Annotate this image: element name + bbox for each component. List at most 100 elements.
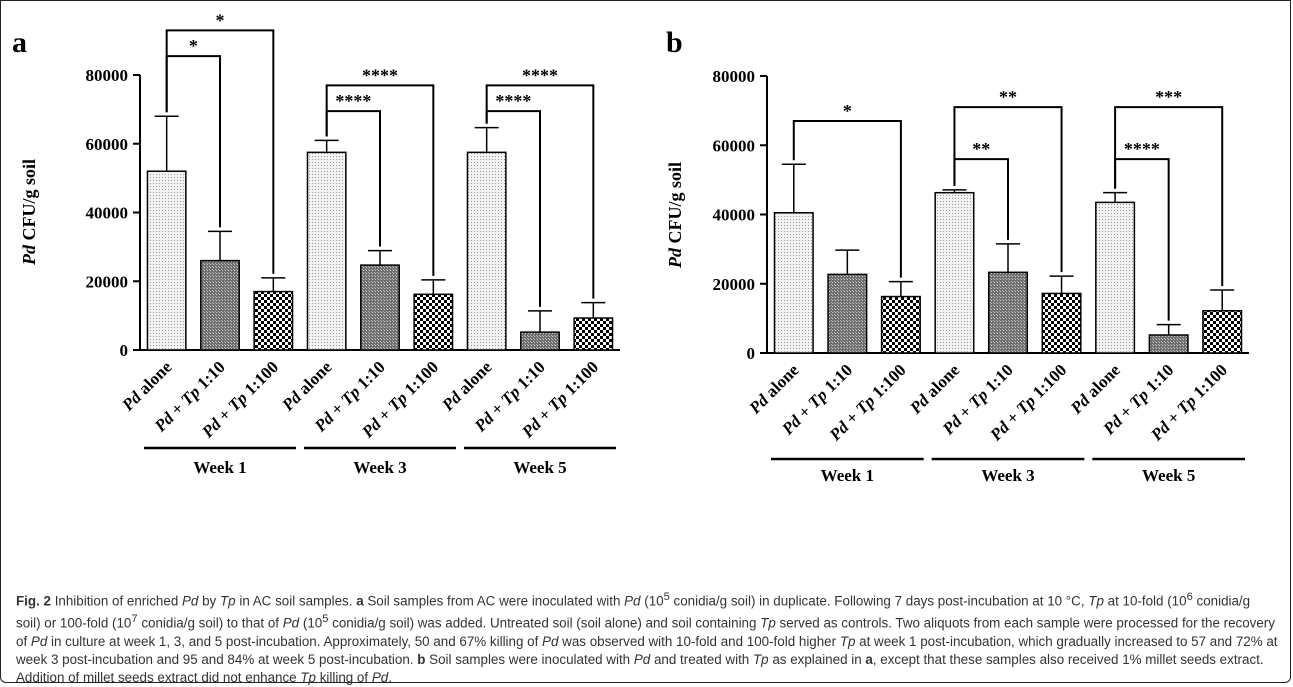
y-axis-label: Pd CFU/g soil xyxy=(665,162,685,269)
caption-sup: 5 xyxy=(322,613,329,626)
significance-bracket xyxy=(325,84,435,276)
caption-italic: Pd xyxy=(633,651,651,667)
caption-text: . xyxy=(388,669,392,685)
bar xyxy=(1041,292,1082,354)
caption-text: conidia/g soil) in duplicate. Following … xyxy=(669,593,1089,609)
panel-label: b xyxy=(666,26,683,59)
caption-panel-ref: a xyxy=(865,651,873,667)
caption-text: in culture at week 1, 3, and 5 post-incu… xyxy=(47,633,543,649)
significance-label: * xyxy=(189,36,198,56)
group-label: Week 5 xyxy=(1142,466,1195,485)
caption-text: as explained in xyxy=(768,651,866,667)
significance-label: * xyxy=(216,10,225,30)
caption-italic: Tp xyxy=(752,651,769,667)
bar xyxy=(253,290,294,351)
significance-bracket xyxy=(485,84,595,299)
caption-italic: Pd xyxy=(282,615,300,631)
bar xyxy=(466,151,507,351)
caption-sup: 5 xyxy=(663,591,670,603)
caption-italic: Pd xyxy=(542,633,559,649)
group-label: Week 1 xyxy=(193,458,246,477)
caption-text: was observed with 10-fold and 100-fold h… xyxy=(558,633,840,649)
bar xyxy=(573,317,614,351)
group-label: Week 3 xyxy=(353,458,406,477)
significance-label: * xyxy=(843,101,852,121)
bar xyxy=(934,191,975,354)
significance-label: **** xyxy=(495,91,531,111)
caption-text: conidia/g soil) was added. Untreated soi… xyxy=(328,615,761,631)
group-label: Week 1 xyxy=(821,466,874,485)
y-tick-label: 0 xyxy=(120,341,129,360)
caption-text: at week 1 post-incubation, which gradual… xyxy=(16,633,1278,667)
bar xyxy=(1202,310,1243,354)
bar xyxy=(413,293,454,351)
caption-italic: Pd xyxy=(624,593,641,609)
caption-text: conidia/g soil) to that of xyxy=(137,615,283,631)
y-tick-label: 80000 xyxy=(713,67,756,86)
y-tick-label: 40000 xyxy=(713,206,756,225)
figure-caption: Fig. 2 Inhibition of enriched Pd by Tp i… xyxy=(16,588,1278,687)
significance-label: *** xyxy=(1155,87,1182,107)
caption-text: Inhibition of enriched xyxy=(50,593,182,609)
y-axis-label: Pd CFU/g soil xyxy=(19,159,39,266)
significance-label: ** xyxy=(999,87,1017,107)
caption-italic: Pd xyxy=(182,593,199,609)
caption-fig-label: Fig. 2 xyxy=(16,593,51,609)
bar xyxy=(987,271,1029,354)
y-tick-label: 20000 xyxy=(713,275,756,294)
y-tick-label: 80000 xyxy=(86,66,129,85)
caption-italic: Pd xyxy=(30,633,48,649)
significance-label: ** xyxy=(972,139,990,159)
caption-text: Soil samples were inoculated with xyxy=(425,651,634,667)
significance-bracket xyxy=(792,120,902,278)
y-tick-label: 20000 xyxy=(86,272,129,291)
caption-text: (10 xyxy=(640,593,664,609)
caption-italic: Tp xyxy=(219,593,236,609)
significance-label: **** xyxy=(1124,139,1160,159)
caption-italic: Tp xyxy=(839,633,856,649)
panel-label: a xyxy=(12,26,27,59)
bar xyxy=(1095,201,1136,354)
group-label: Week 3 xyxy=(981,466,1034,485)
caption-text: conidia/g soil) or 100-fold (10 xyxy=(16,593,1251,631)
y-tick-label: 60000 xyxy=(713,136,756,155)
significance-bracket xyxy=(1114,106,1224,286)
caption-panel-ref: a xyxy=(356,593,364,609)
bar xyxy=(520,331,560,351)
caption-text: killing of xyxy=(316,669,372,685)
caption-text: , except that these samples also receive… xyxy=(16,651,1264,685)
caption-italic: Pd xyxy=(371,669,389,685)
y-tick-label: 60000 xyxy=(86,135,129,154)
significance-label: **** xyxy=(335,91,371,111)
caption-text: (10 xyxy=(299,615,323,631)
bar xyxy=(773,212,814,354)
caption-italic: Tp xyxy=(1088,593,1104,609)
caption-text: in AC soil samples. xyxy=(235,593,357,609)
bar xyxy=(360,264,400,351)
bar xyxy=(880,295,921,354)
significance-bracket xyxy=(165,29,275,274)
bar xyxy=(1148,334,1189,354)
caption-text: by xyxy=(198,593,220,609)
bar xyxy=(827,273,868,354)
caption-text: at 10-fold (10 xyxy=(1103,593,1187,609)
caption-text: and treated with xyxy=(650,651,753,667)
bar xyxy=(306,151,347,351)
significance-label: **** xyxy=(522,65,558,85)
caption-italic: Tp xyxy=(300,669,316,685)
y-tick-label: 40000 xyxy=(86,204,129,223)
significance-label: **** xyxy=(362,65,398,85)
caption-text: served as controls. Two aliquots from ea… xyxy=(16,615,1275,649)
y-tick-label: 0 xyxy=(747,344,756,363)
caption-panel-ref: b xyxy=(417,651,426,667)
caption-text: Soil samples from AC were inoculated wit… xyxy=(363,593,625,609)
caption-sup: 6 xyxy=(1186,591,1193,603)
significance-bracket xyxy=(953,106,1063,273)
caption-italic: Tp xyxy=(760,615,776,631)
bar xyxy=(146,170,187,351)
bar xyxy=(200,259,240,351)
caption-sup: 7 xyxy=(131,613,138,626)
